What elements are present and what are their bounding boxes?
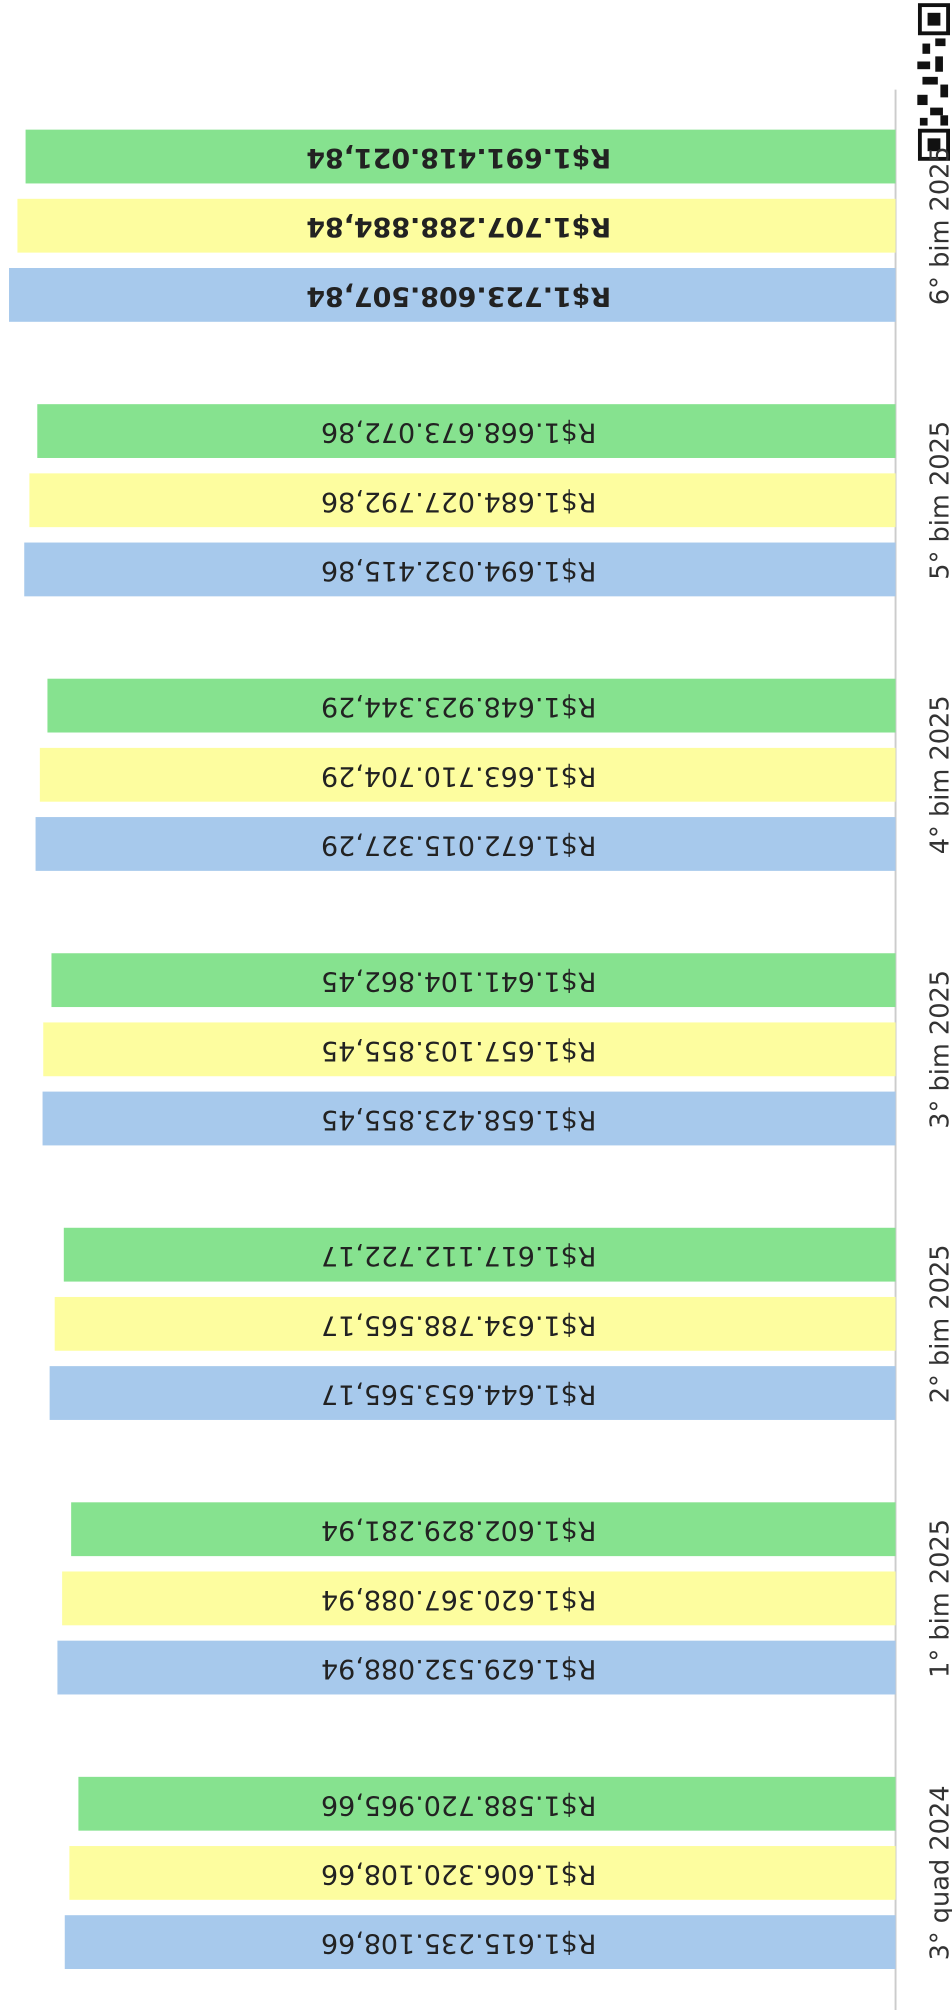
value-label: R$1.588.720.965,66 — [321, 1789, 596, 1820]
bar — [39, 747, 896, 802]
bar — [43, 1022, 896, 1077]
bar — [24, 542, 896, 597]
bar — [71, 1502, 896, 1557]
value-label: R$1.657.103.855,45 — [321, 1035, 596, 1066]
bar — [9, 268, 896, 322]
value-label: R$1.694.032.415,86 — [321, 555, 596, 586]
bar — [17, 198, 896, 253]
category-label: 6° bim 2025 — [926, 146, 952, 305]
qr-code — [917, 3, 950, 161]
category-label: 4° bim 2025 — [926, 695, 952, 854]
value-label: R$1.648.923.344,29 — [321, 691, 596, 722]
category-label: 3° bim 2025 — [926, 970, 952, 1129]
bar — [64, 1915, 896, 1970]
bar — [54, 1296, 896, 1351]
value-label: R$1.663.710.704,29 — [321, 760, 596, 791]
value-label: R$1.641.104.862,45 — [321, 966, 596, 997]
bar — [69, 1846, 896, 1900]
bar — [35, 817, 896, 871]
bar — [25, 129, 896, 184]
value-label: R$1.723.608.507,84 — [306, 280, 611, 311]
value-label: R$1.634.788.565,17 — [321, 1309, 596, 1340]
value-label: R$1.644.653.565,17 — [321, 1379, 596, 1410]
value-label: R$1.606.320.108,66 — [321, 1858, 596, 1889]
category-label: 1° bim 2025 — [926, 1519, 952, 1678]
bar — [63, 1227, 896, 1282]
value-label: R$1.691.418.021,84 — [306, 142, 611, 173]
category-label: 5° bim 2025 — [926, 421, 952, 580]
category-label: 2° bim 2025 — [926, 1244, 952, 1403]
bar — [37, 404, 896, 458]
bar — [29, 473, 896, 528]
category-label: 3° quad 2024 — [926, 1785, 952, 1960]
value-label: R$1.615.235.108,66 — [321, 1928, 596, 1959]
value-label: R$1.620.367.088,94 — [321, 1584, 596, 1615]
value-label: R$1.707.288.884,84 — [306, 211, 611, 242]
bar — [47, 678, 896, 733]
value-label: R$1.602.829.281,94 — [321, 1515, 596, 1546]
bar — [49, 1366, 896, 1420]
bar — [42, 1091, 896, 1146]
value-label: R$1.617.112.722,17 — [321, 1240, 596, 1271]
value-label: R$1.672.015.327,29 — [321, 829, 596, 860]
value-label: R$1.684.027.792,86 — [321, 486, 596, 517]
bar — [51, 953, 896, 1008]
value-label: R$1.668.673.072,86 — [321, 417, 596, 448]
bar — [78, 1776, 896, 1831]
value-label: R$1.629.532.088,94 — [321, 1653, 596, 1684]
value-label: R$1.658.423.855,45 — [321, 1104, 596, 1135]
bar — [62, 1571, 896, 1626]
bar — [57, 1640, 896, 1695]
